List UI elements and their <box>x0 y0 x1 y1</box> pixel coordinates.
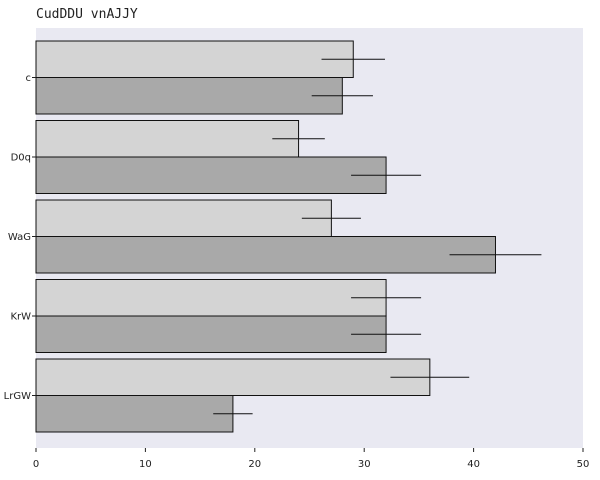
y-tick-label: KrW <box>10 312 31 323</box>
bar-KrW-series-2 <box>35 315 387 353</box>
bar-LrGW-series-2 <box>35 395 234 433</box>
bar-c-series-1 <box>35 40 354 78</box>
x-tick-label: 0 <box>33 459 39 470</box>
bar-LrGW-series-1 <box>35 358 431 396</box>
x-tick-label: 50 <box>577 459 590 470</box>
bar-c-series-2 <box>35 77 343 115</box>
chart-title: CudDDU vnAJJY <box>36 7 138 22</box>
bar-D0q-series-2 <box>35 156 387 194</box>
bar-D0q-series-1 <box>35 120 300 158</box>
x-tick-label: 40 <box>467 459 480 470</box>
bar-WaG-series-2 <box>35 236 496 274</box>
y-tick-label: WaG <box>8 232 31 243</box>
y-tick-label: D0q <box>11 153 31 164</box>
y-tick-label: LrGW <box>4 391 31 402</box>
bar-WaG-series-1 <box>35 199 332 237</box>
bar-KrW-series-1 <box>35 279 387 317</box>
x-tick-label: 30 <box>358 459 371 470</box>
x-tick-label: 10 <box>139 459 152 470</box>
y-tick-label: c <box>26 73 32 84</box>
x-tick-label: 20 <box>248 459 261 470</box>
